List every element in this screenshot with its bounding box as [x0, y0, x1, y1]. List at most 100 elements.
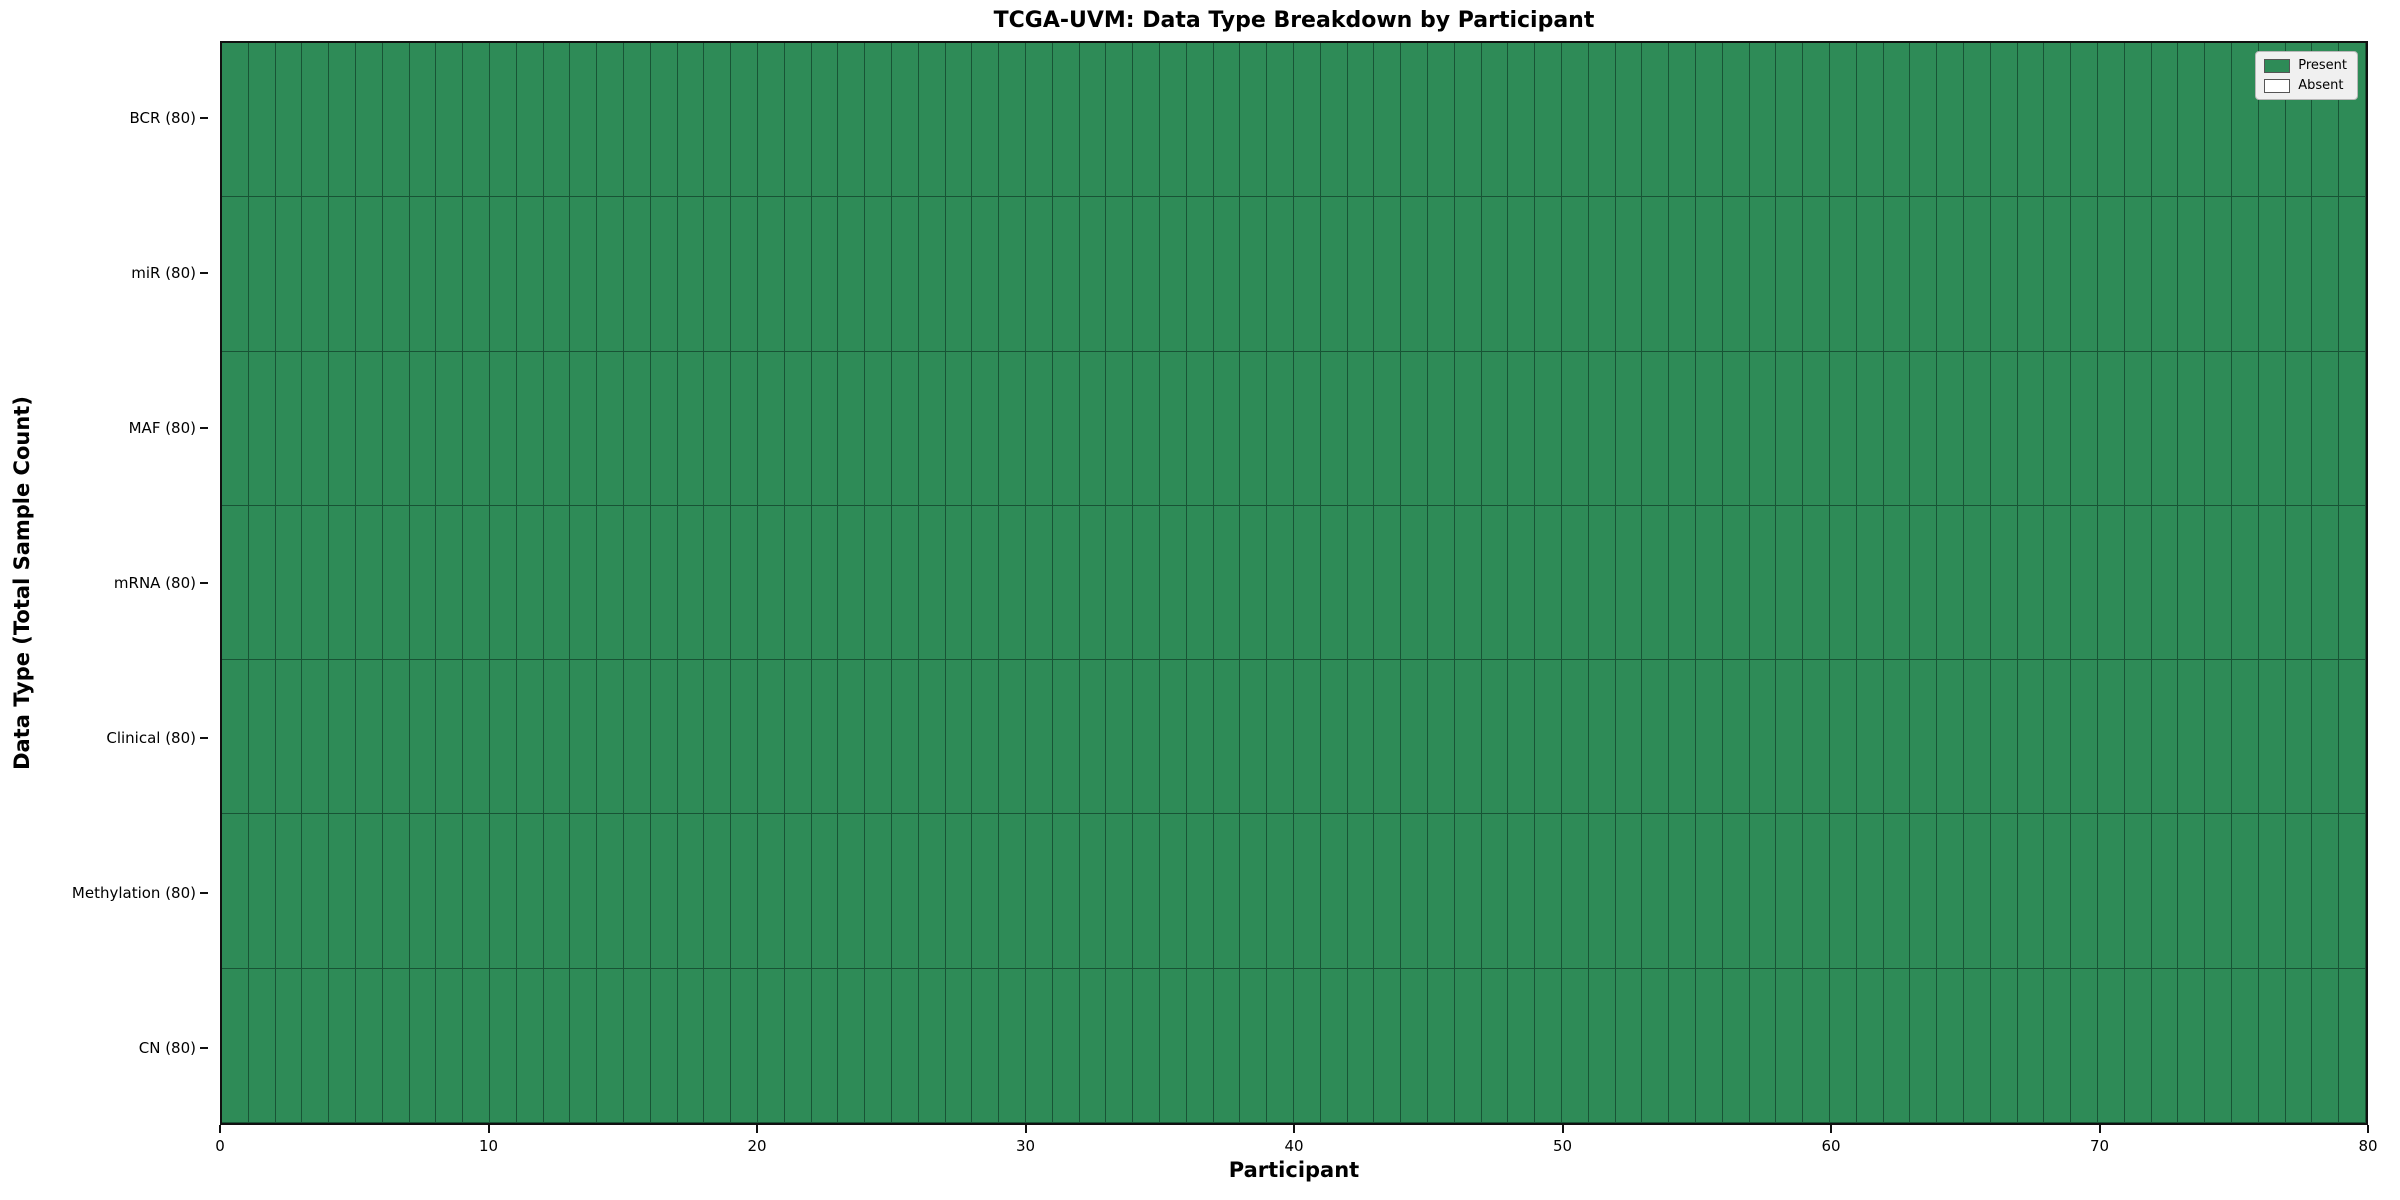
heatmap-cell [1722, 814, 1750, 969]
heatmap-cell [2205, 814, 2232, 969]
heatmap-cell [972, 351, 1000, 506]
heatmap-cell [2285, 505, 2313, 661]
heatmap-cell [1776, 814, 1804, 969]
heatmap-cell [2231, 351, 2259, 506]
heatmap-cell [1267, 351, 1294, 506]
heatmap-cell [1401, 968, 1428, 1123]
legend-item: Present [2264, 58, 2347, 73]
heatmap-cell [2071, 505, 2098, 661]
chart-title: TCGA-UVM: Data Type Breakdown by Partici… [993, 8, 1595, 33]
heatmap-cell [1320, 505, 1348, 661]
heatmap-cell [1186, 814, 1214, 969]
heatmap-cell [1963, 197, 1991, 352]
heatmap-cell [1186, 43, 1214, 198]
heatmap-cell [784, 660, 812, 815]
heatmap-cell [1293, 43, 1321, 198]
heatmap-cell [489, 968, 517, 1123]
heatmap-cell [1133, 660, 1160, 815]
heatmap-cell [1106, 351, 1134, 506]
heatmap-cell [623, 351, 651, 506]
heatmap-cell [2017, 197, 2045, 352]
heatmap-cell [329, 351, 356, 506]
heatmap-cell [1829, 968, 1857, 1123]
heatmap-cell [2044, 505, 2072, 661]
heatmap-cell [2312, 197, 2340, 352]
heatmap-cell [838, 505, 866, 661]
heatmap-cell [2044, 660, 2072, 815]
heatmap-cell [704, 43, 732, 198]
heatmap-cell [2044, 814, 2072, 969]
heatmap-cell [1374, 197, 1402, 352]
heatmap-cell [1749, 43, 1777, 198]
heatmap-cell [2258, 968, 2286, 1123]
heatmap-cell [1508, 968, 1536, 1123]
heatmap-cell [1025, 351, 1053, 506]
heatmap-cell [2312, 968, 2340, 1123]
heatmap-cell [570, 197, 598, 352]
heatmap-cell [1320, 351, 1348, 506]
heatmap-cell [570, 660, 598, 815]
heatmap-cell [1133, 197, 1160, 352]
heatmap-cell [999, 814, 1026, 969]
heatmap-cell [2178, 814, 2206, 969]
heatmap-cell [784, 968, 812, 1123]
heatmap-cell [1133, 43, 1160, 198]
heatmap-cell [1535, 505, 1562, 661]
heatmap-cell [1454, 505, 1482, 661]
heatmap-cell [918, 968, 946, 1123]
heatmap-cell [972, 43, 1000, 198]
heatmap-cell [1642, 197, 1670, 352]
heatmap-cell [1106, 505, 1134, 661]
heatmap-cell [704, 505, 732, 661]
heatmap-cell [302, 968, 330, 1123]
heatmap-cell [597, 505, 624, 661]
heatmap-cell [1588, 660, 1616, 815]
heatmap-cell [2017, 351, 2045, 506]
heatmap-cell [516, 197, 544, 352]
heatmap-cell [1535, 43, 1562, 198]
heatmap-cell [2124, 43, 2152, 198]
heatmap-cell [811, 968, 839, 1123]
heatmap-cell [1669, 814, 1696, 969]
heatmap-cell [355, 968, 383, 1123]
heatmap-cell [1856, 351, 1884, 506]
heatmap-cell [1508, 351, 1536, 506]
heatmap-cell [838, 660, 866, 815]
heatmap-cell [1159, 814, 1187, 969]
heatmap-cell [1535, 968, 1562, 1123]
heatmap-cell [489, 660, 517, 815]
heatmap-cell [248, 660, 276, 815]
heatmap-cell [945, 660, 973, 815]
heatmap-cell [382, 197, 410, 352]
heatmap-cell [516, 351, 544, 506]
heatmap-cell [1963, 505, 1991, 661]
heatmap-cell [1213, 968, 1241, 1123]
heatmap-cell [2205, 968, 2232, 1123]
heatmap-cell [222, 814, 249, 969]
heatmap-cell [597, 351, 624, 506]
heatmap-cell [1776, 968, 1804, 1123]
heatmap-cell [972, 968, 1000, 1123]
heatmap-cell [677, 660, 705, 815]
x-tick-mark [2367, 1125, 2369, 1133]
heatmap-cell [355, 505, 383, 661]
heatmap-cell [1186, 505, 1214, 661]
heatmap-cell [1454, 814, 1482, 969]
heatmap-cell [463, 968, 490, 1123]
y-tick-mark [200, 117, 208, 120]
heatmap-cell [1159, 197, 1187, 352]
x-tick-mark [2098, 1125, 2101, 1133]
heatmap-cell [489, 505, 517, 661]
heatmap-cell [1427, 351, 1455, 506]
heatmap-cell [1535, 660, 1562, 815]
y-tick-label: Methylation (80) [71, 883, 196, 902]
y-tick-label: BCR (80) [129, 109, 196, 128]
x-tick-mark [487, 1125, 490, 1133]
x-tick-mark [1561, 1125, 1564, 1133]
heatmap-cell [1052, 43, 1080, 198]
heatmap-cell [1374, 660, 1402, 815]
heatmap-cell [2151, 197, 2179, 352]
heatmap-cell [1615, 197, 1643, 352]
heatmap-cell [731, 660, 758, 815]
heatmap-cell [1642, 505, 1670, 661]
